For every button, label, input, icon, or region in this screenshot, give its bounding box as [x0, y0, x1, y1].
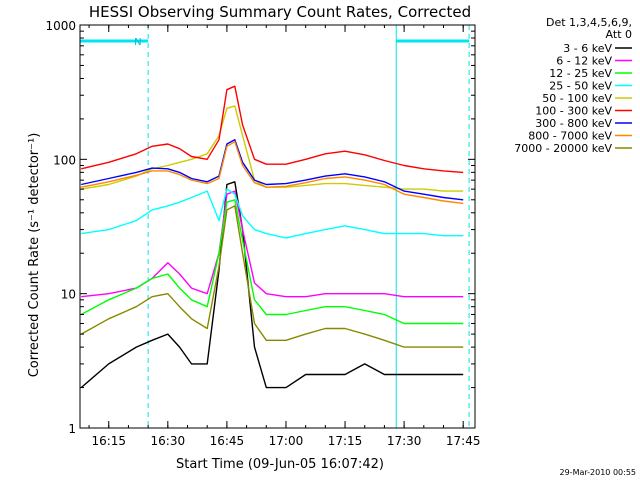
- y-tick-label: 10: [61, 288, 76, 302]
- legend-header-line-2: Att 0: [606, 28, 632, 41]
- x-tick-label: 16:45: [210, 434, 245, 448]
- y-tick-label: 1000: [45, 19, 76, 33]
- plot-frame: [79, 24, 476, 429]
- x-tick-label: 17:30: [387, 434, 422, 448]
- x-tick-label: 16:15: [91, 434, 126, 448]
- night-label: N: [134, 37, 141, 48]
- x-tick-label: 16:30: [151, 434, 186, 448]
- plot-timestamp: 29-Mar-2010 00:55: [560, 468, 637, 477]
- legend-label: 7000 - 20000 keV: [514, 142, 612, 155]
- plot-axes: 16:15 16:30 16:45 17:00 17:15 17:30 17:45 1 10 10…: [45, 19, 480, 448]
- x-tick-label: 17:15: [328, 434, 363, 448]
- series-line-9: [80, 205, 464, 348]
- series-line-8: [81, 141, 464, 205]
- legend-label: 25 - 50 keV: [549, 80, 612, 93]
- legend-label: 6 - 12 keV: [556, 55, 612, 68]
- series-line-3: [80, 199, 464, 325]
- series-line-4: [81, 188, 464, 239]
- legend-header: Det 1,3,4,5,6,9, Att 0: [546, 16, 632, 41]
- series-line-7: [81, 138, 464, 201]
- legend-label: 100 - 300 keV: [535, 105, 612, 118]
- legend-label: 800 - 7000 keV: [528, 130, 612, 143]
- series-line-2: [81, 190, 464, 298]
- y-axis-label: Corrected Count Rate (s⁻¹ detector⁻¹): [27, 133, 42, 378]
- x-tick-label: 17:45: [446, 434, 481, 448]
- legend-label: 50 - 100 keV: [542, 92, 612, 105]
- night-markers: N: [79, 25, 470, 428]
- series-line-5: [81, 105, 464, 192]
- series-line-1: [80, 181, 464, 389]
- legend-header-line-1: Det 1,3,4,5,6,9,: [546, 16, 632, 29]
- series-lines: [80, 85, 464, 389]
- y-axis-label-text: Corrected Count Rate (s⁻¹ detector⁻¹): [27, 133, 42, 378]
- y-tick-label: 1: [68, 422, 76, 436]
- legend-label: 12 - 25 keV: [549, 67, 612, 80]
- series-line-6: [81, 85, 464, 174]
- x-tick-label: 17:00: [269, 434, 304, 448]
- chart-title: HESSI Observing Summary Count Rates, Cor…: [89, 3, 471, 21]
- y-tick-label: 100: [53, 153, 76, 167]
- x-axis-label: Start Time (09-Jun-05 16:07:42): [176, 457, 384, 472]
- legend-label: 3 - 6 keV: [563, 42, 612, 55]
- legend-label: 300 - 800 keV: [535, 117, 612, 130]
